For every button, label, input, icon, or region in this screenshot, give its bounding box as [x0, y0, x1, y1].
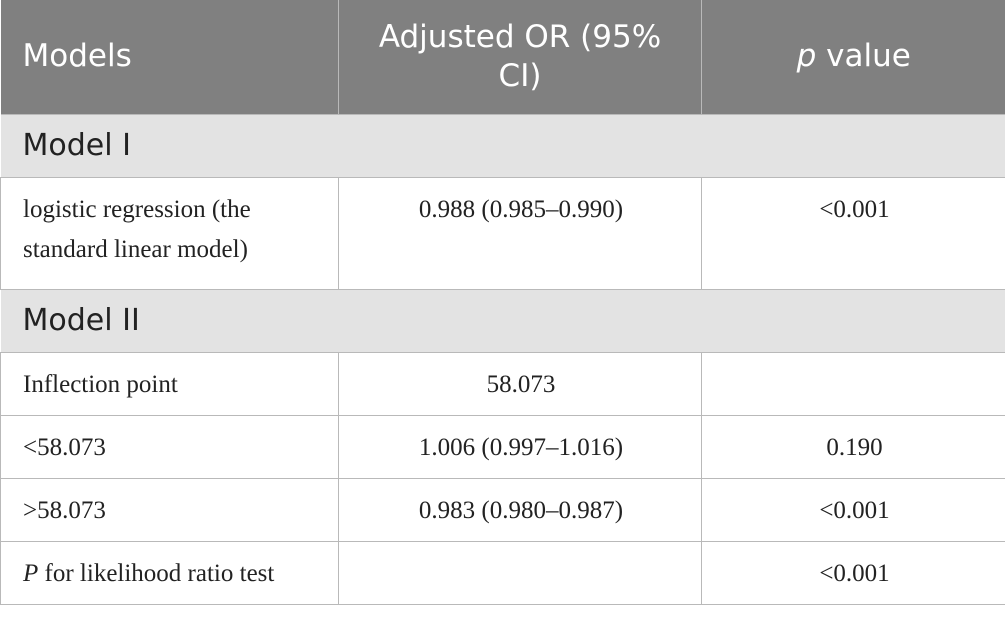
table-row: <58.073 1.006 (0.997–1.016) 0.190 — [0, 414, 1005, 479]
row-p-value: <0.001 — [701, 540, 1005, 605]
row-label-rest: for likelihood ratio test — [38, 559, 275, 587]
section-row-model-2: Model II — [0, 288, 1005, 353]
row-p-value: 0.190 — [701, 414, 1005, 479]
row-label: Inflection point — [0, 351, 339, 416]
table-row: Inflection point 58.073 — [0, 351, 1005, 416]
row-or-value: 0.988 (0.985–0.990) — [338, 176, 702, 290]
table-body: Model I logistic regression (the standar… — [0, 113, 1005, 605]
header-p-rest: value — [816, 38, 911, 75]
row-label: >58.073 — [0, 477, 339, 542]
table-row: logistic regression (the standard linear… — [0, 176, 1005, 290]
section-title: Model I — [0, 113, 1005, 178]
row-or-value: 0.983 (0.980–0.987) — [338, 477, 702, 542]
row-or-value — [338, 540, 702, 605]
table-row: P for likelihood ratio test <0.001 — [0, 540, 1005, 605]
header-row: Models Adjusted OR (95% CI) p value — [0, 0, 1005, 114]
row-label: <58.073 — [0, 414, 339, 479]
row-label-italic: P — [23, 559, 39, 587]
table-row: >58.073 0.983 (0.980–0.987) <0.001 — [0, 477, 1005, 542]
section-row-model-1: Model I — [0, 113, 1005, 178]
header-adjusted-or: Adjusted OR (95% CI) — [338, 0, 702, 114]
row-label: logistic regression (the standard linear… — [0, 176, 339, 290]
table-header: Models Adjusted OR (95% CI) p value — [0, 0, 1005, 114]
header-models: Models — [0, 0, 339, 114]
section-title: Model II — [0, 288, 1005, 353]
row-p-value: <0.001 — [701, 176, 1005, 290]
row-or-value: 58.073 — [338, 351, 702, 416]
row-p-value: <0.001 — [701, 477, 1005, 542]
header-p-value: p value — [701, 0, 1005, 114]
row-label: P for likelihood ratio test — [0, 540, 339, 605]
row-or-value: 1.006 (0.997–1.016) — [338, 414, 702, 479]
header-p-italic: p — [796, 38, 817, 75]
results-table: Models Adjusted OR (95% CI) p value Mode… — [0, 0, 1005, 605]
row-p-value — [701, 351, 1005, 416]
